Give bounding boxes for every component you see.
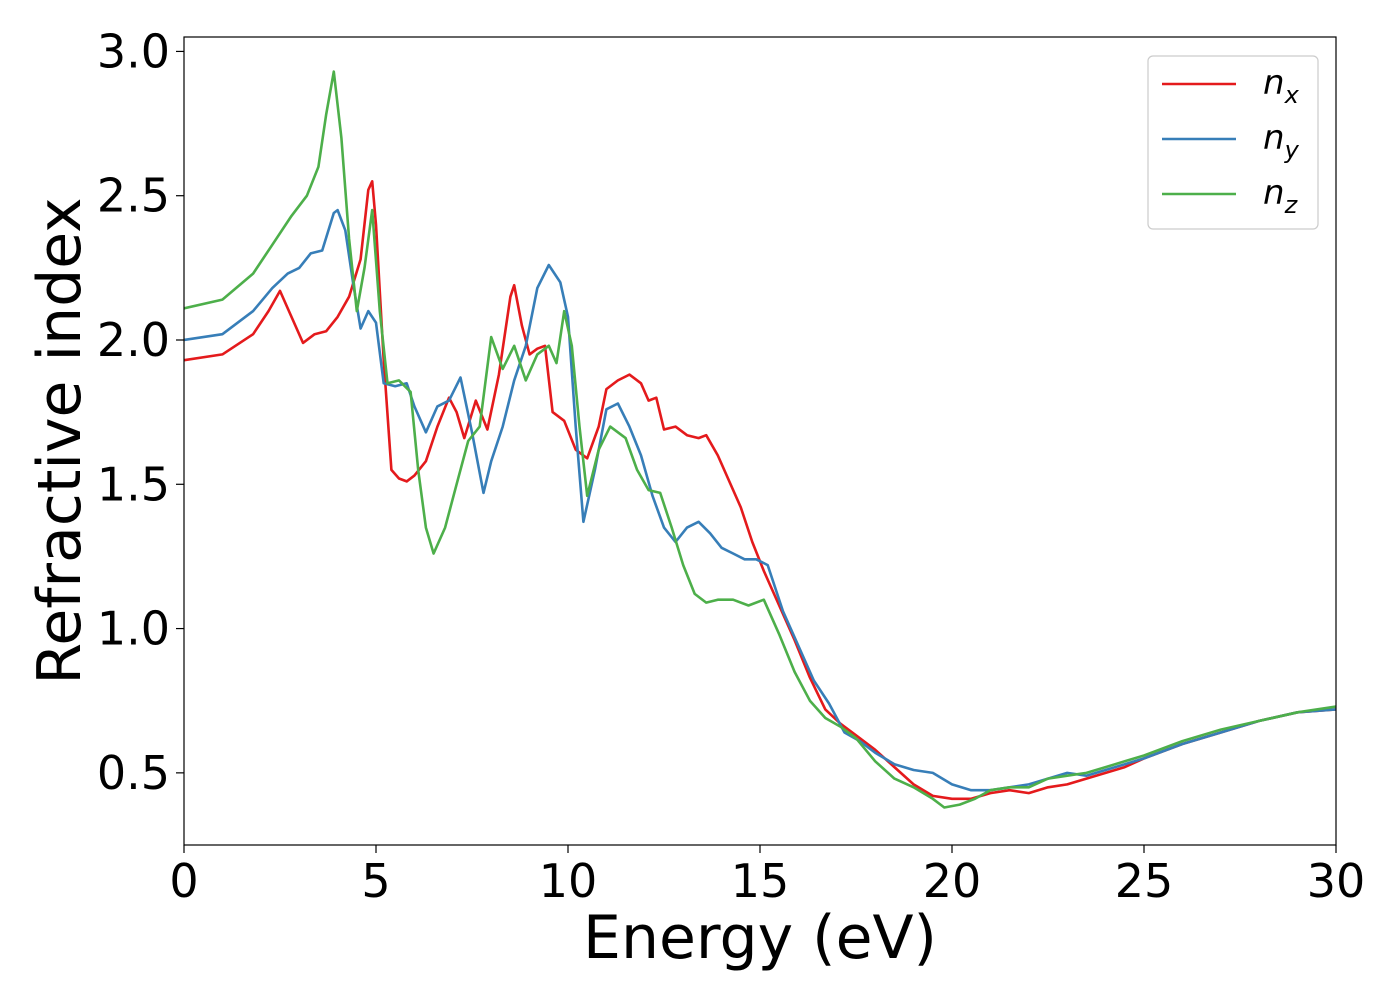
y-tick-label: 3.0 (97, 24, 170, 78)
y-tick-label: 2.5 (97, 169, 170, 223)
series-layer (184, 70, 1336, 809)
x-tick-label: 5 (361, 854, 390, 908)
x-tick-label: 0 (169, 854, 198, 908)
ticks-layer: 0 5 10 15 20 25 30 0.5 1.0 1.5 2.0 2.5 3.0 (97, 24, 1365, 908)
x-tick-label: 15 (731, 854, 790, 908)
x-tick-label: 30 (1307, 854, 1366, 908)
series-line-nz (184, 70, 1336, 809)
series-line-nx (184, 180, 1336, 801)
y-axis-label: Refractive index (25, 197, 95, 684)
y-tick-label: 1.5 (97, 457, 170, 511)
x-tick-label: 20 (923, 854, 982, 908)
x-tick-label: 25 (1115, 854, 1174, 908)
x-axis-label: Energy (eV) (583, 903, 937, 973)
x-tick-label: 10 (539, 854, 598, 908)
legend-label-nx: nx (1263, 63, 1300, 109)
y-tick-label: 0.5 (97, 746, 170, 800)
y-tick-label: 2.0 (97, 313, 170, 367)
y-tick-label: 1.0 (97, 602, 170, 656)
legend-box (1147, 55, 1319, 230)
series-line-ny (184, 208, 1336, 792)
